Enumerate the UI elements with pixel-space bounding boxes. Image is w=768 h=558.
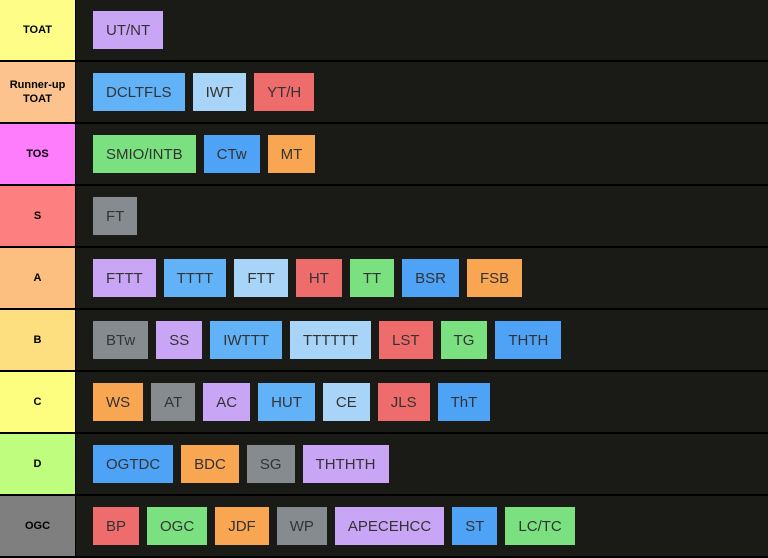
- tier-label[interactable]: TOS: [0, 124, 76, 184]
- tier-items[interactable]: OGTDC BDC SG THTHTH: [76, 434, 768, 494]
- tier-item[interactable]: HUT: [258, 383, 315, 421]
- tier-item[interactable]: CE: [322, 383, 370, 421]
- tier-item[interactable]: SMIO/INTB: [93, 135, 196, 173]
- tier-items[interactable]: WS AT AC HUT CE JLS ThT: [76, 372, 768, 432]
- tier-row: C WS AT AC HUT CE JLS ThT: [0, 372, 768, 434]
- tier-item[interactable]: ThT: [437, 383, 491, 421]
- tier-item[interactable]: AT: [151, 383, 196, 421]
- tier-row: D OGTDC BDC SG THTHTH: [0, 434, 768, 496]
- tier-items[interactable]: UT/NT: [76, 0, 768, 60]
- tier-item[interactable]: MT: [267, 135, 316, 173]
- tier-item[interactable]: IWTTT: [210, 321, 283, 359]
- tier-label[interactable]: TOAT: [0, 0, 76, 60]
- tier-label[interactable]: C: [0, 372, 76, 432]
- tier-item[interactable]: JLS: [377, 383, 430, 421]
- tier-items[interactable]: DCLTFLS IWT YT/H: [76, 62, 768, 122]
- tier-item[interactable]: FSB: [466, 259, 523, 297]
- tier-item[interactable]: AC: [203, 383, 251, 421]
- tier-items[interactable]: FTTT TTTT FTT HT TT BSR FSB: [76, 248, 768, 308]
- tier-item[interactable]: BP: [93, 507, 140, 545]
- tier-label[interactable]: Runner-up TOAT: [0, 62, 76, 122]
- tier-item[interactable]: SG: [246, 445, 295, 483]
- tier-item[interactable]: THTH: [495, 321, 562, 359]
- tier-item[interactable]: TTTT: [163, 259, 227, 297]
- tier-row: S FT: [0, 186, 768, 248]
- tier-item[interactable]: FTT: [234, 259, 288, 297]
- tier-items[interactable]: SMIO/INTB CTw MT: [76, 124, 768, 184]
- tier-item[interactable]: HT: [295, 259, 342, 297]
- tier-items[interactable]: BTw SS IWTTT TTTTTT LST TG THTH: [76, 310, 768, 370]
- tier-item[interactable]: TG: [440, 321, 488, 359]
- tier-row: OGC BP OGC JDF WP APECEHCC ST LC/TC: [0, 496, 768, 558]
- tier-item[interactable]: TT: [349, 259, 395, 297]
- tier-item[interactable]: FTTT: [93, 259, 156, 297]
- tier-item[interactable]: IWT: [192, 73, 247, 111]
- tier-row: TOAT UT/NT: [0, 0, 768, 62]
- tier-item[interactable]: BSR: [402, 259, 459, 297]
- tier-item[interactable]: YT/H: [254, 73, 315, 111]
- tier-item[interactable]: CTw: [203, 135, 260, 173]
- tier-item[interactable]: FT: [93, 197, 138, 235]
- tier-label[interactable]: B: [0, 310, 76, 370]
- tier-label[interactable]: OGC: [0, 496, 76, 556]
- tier-label[interactable]: D: [0, 434, 76, 494]
- tier-row: A FTTT TTTT FTT HT TT BSR FSB: [0, 248, 768, 310]
- tier-item[interactable]: DCLTFLS: [93, 73, 185, 111]
- tier-label[interactable]: A: [0, 248, 76, 308]
- tier-item[interactable]: BDC: [181, 445, 239, 483]
- tier-item[interactable]: BTw: [93, 321, 149, 359]
- tier-item[interactable]: SS: [156, 321, 203, 359]
- tier-item[interactable]: OGC: [147, 507, 208, 545]
- tier-row: Runner-up TOAT DCLTFLS IWT YT/H: [0, 62, 768, 124]
- tier-item[interactable]: JDF: [215, 507, 269, 545]
- tier-item[interactable]: LC/TC: [505, 507, 575, 545]
- tier-item[interactable]: WP: [276, 507, 327, 545]
- tier-item[interactable]: WS: [93, 383, 144, 421]
- tier-item[interactable]: OGTDC: [93, 445, 174, 483]
- tier-item[interactable]: ST: [452, 507, 498, 545]
- tier-item[interactable]: UT/NT: [93, 11, 164, 49]
- tier-item[interactable]: THTHTH: [302, 445, 389, 483]
- tier-items[interactable]: BP OGC JDF WP APECEHCC ST LC/TC: [76, 496, 768, 556]
- tier-items[interactable]: FT: [76, 186, 768, 246]
- tier-label[interactable]: S: [0, 186, 76, 246]
- tier-row: B BTw SS IWTTT TTTTTT LST TG THTH: [0, 310, 768, 372]
- tier-item[interactable]: TTTTTT: [290, 321, 372, 359]
- tier-item[interactable]: LST: [379, 321, 433, 359]
- tier-row: TOS SMIO/INTB CTw MT: [0, 124, 768, 186]
- tier-item[interactable]: APECEHCC: [334, 507, 445, 545]
